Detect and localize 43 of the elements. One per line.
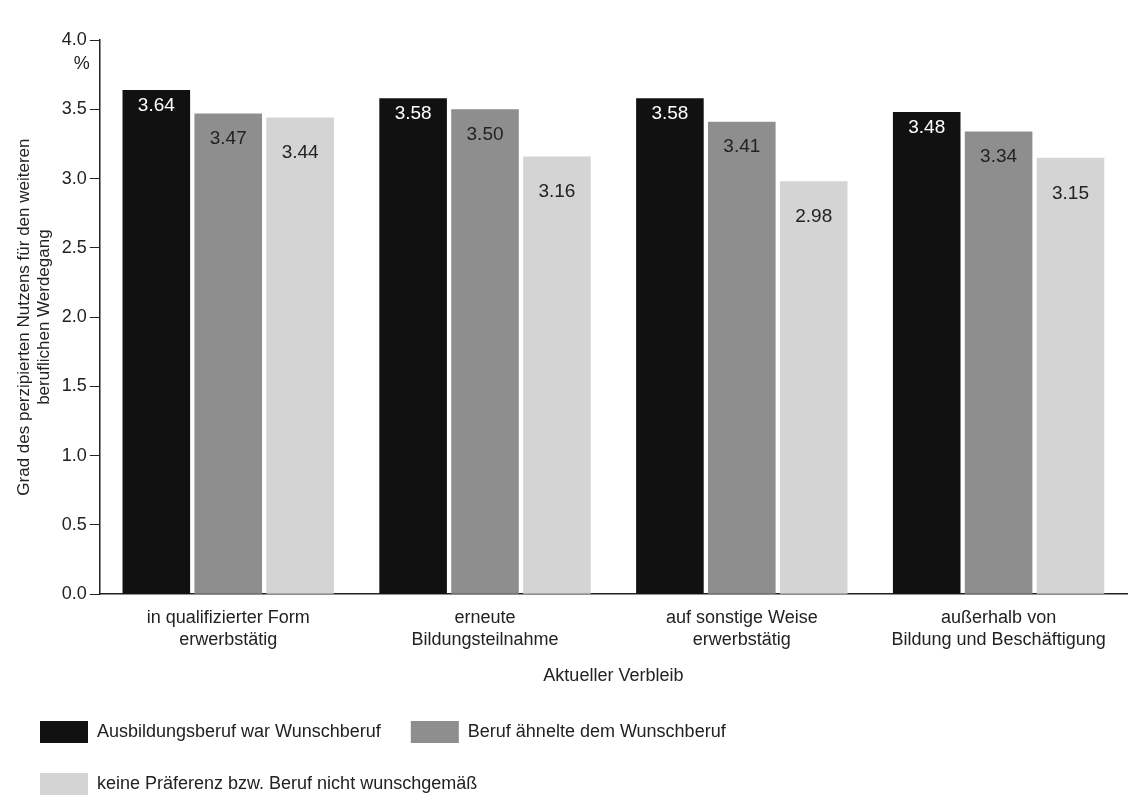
y-tick-label: 0.0	[61, 583, 87, 604]
data-label: 3.41	[723, 135, 761, 157]
bar	[892, 112, 961, 594]
data-label: 3.34	[980, 145, 1018, 167]
data-label: 3.58	[394, 101, 432, 123]
data-label: 3.16	[538, 180, 576, 202]
data-label: 3.64	[137, 93, 176, 115]
legend-label: Beruf ähnelte dem Wunschberuf	[467, 720, 727, 741]
y-tick-label: 1.5	[61, 375, 87, 396]
y-tick-label: 0.5	[61, 513, 87, 534]
bar	[523, 156, 591, 594]
y-tick-label: 2.0	[61, 306, 87, 327]
y-tick-label: 3.5	[61, 98, 87, 119]
x-tick-label: auf sonstige Weise erwerbstätig	[665, 606, 818, 649]
bar	[451, 109, 519, 594]
data-label: 2.98	[795, 205, 833, 227]
legend-label: keine Präferenz bzw. Beruf nicht wunschgemäß	[97, 772, 478, 793]
bar	[708, 121, 776, 594]
bar	[122, 89, 191, 594]
y-tick-label: 3.0	[61, 167, 87, 188]
data-label: 3.58	[651, 101, 689, 123]
data-label: 3.47	[209, 127, 247, 149]
bar	[194, 113, 263, 594]
y-tick-label: 4.0	[61, 28, 87, 49]
bar	[636, 98, 704, 594]
legend-label: Ausbildungsberuf war Wunschberuf	[97, 720, 382, 741]
data-label: 3.48	[908, 115, 946, 137]
data-label: 3.15	[1052, 181, 1089, 203]
x-axis-title: Aktueller Verbleib	[543, 665, 684, 686]
x-tick-label: erneute Bildungsteilnahme	[411, 606, 559, 649]
x-tick-label: außerhalb von Bildung und Beschäftigung	[891, 606, 1106, 649]
bar	[379, 98, 447, 594]
data-label: 3.50	[466, 123, 504, 145]
bar	[1036, 157, 1105, 594]
text: %	[73, 52, 90, 73]
data-label: 3.44	[281, 141, 320, 163]
bar	[964, 131, 1033, 594]
y-tick-label: 1.0	[61, 444, 87, 465]
y-axis-title: Grad des perzipierten Nutzens für den weiteren beruflichen Werdegang	[13, 138, 54, 496]
bar	[779, 181, 848, 594]
bar	[266, 117, 334, 594]
y-tick-label: 2.5	[61, 236, 87, 257]
x-tick-label: in qualifizierter Form erwerbstätig	[146, 606, 310, 649]
